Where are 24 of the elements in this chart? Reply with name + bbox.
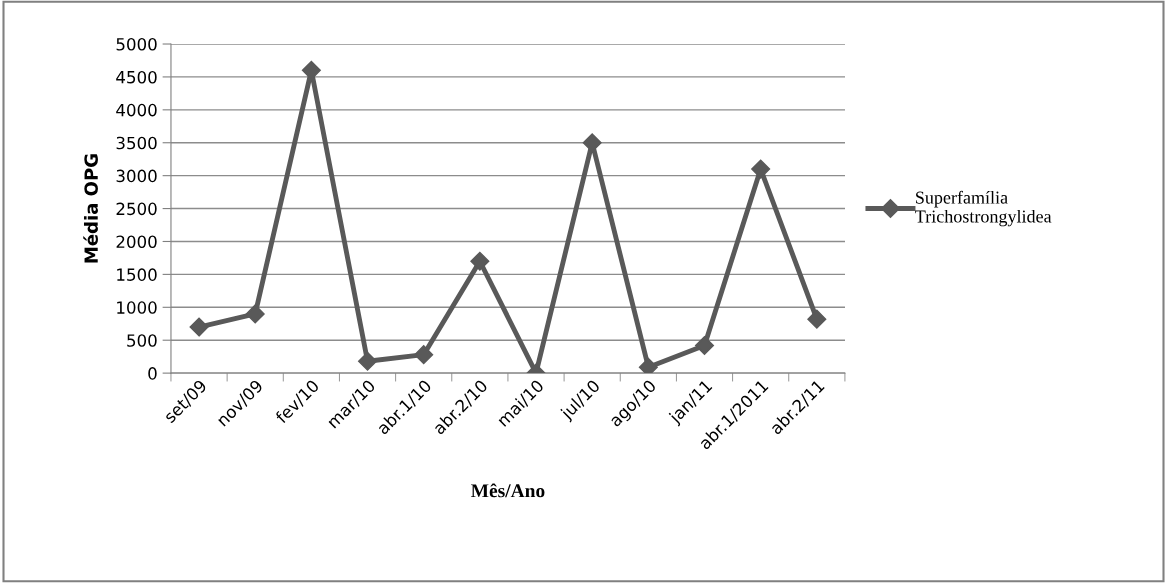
y-tick-label: 1000 xyxy=(117,301,157,314)
point xyxy=(245,304,265,324)
point xyxy=(414,345,434,365)
point xyxy=(751,159,771,179)
y-tick-label: 3000 xyxy=(116,169,157,183)
y-axis-title: Média OPG xyxy=(83,154,98,263)
y-tick-label: 5000 xyxy=(116,37,157,51)
point xyxy=(694,335,715,356)
y-tick-label: 4000 xyxy=(116,103,157,117)
y-tick-label: 4500 xyxy=(116,70,157,84)
x-axis-title: Mês/Ano xyxy=(471,483,545,498)
point xyxy=(357,351,378,371)
y-tick-label: 0 xyxy=(148,367,157,380)
legend-label: Superfamília Trichostrongylidea xyxy=(915,190,1052,227)
point xyxy=(638,357,658,374)
y-tick-label: 2500 xyxy=(116,202,157,216)
y-tick-label: 500 xyxy=(127,334,157,347)
point xyxy=(470,251,490,271)
y-tick-label: 2000 xyxy=(116,235,157,249)
point xyxy=(807,309,827,329)
point xyxy=(301,60,321,80)
y-tick-label: 1500 xyxy=(117,268,157,281)
point xyxy=(189,317,209,337)
y-tick-label: 3500 xyxy=(116,136,157,150)
